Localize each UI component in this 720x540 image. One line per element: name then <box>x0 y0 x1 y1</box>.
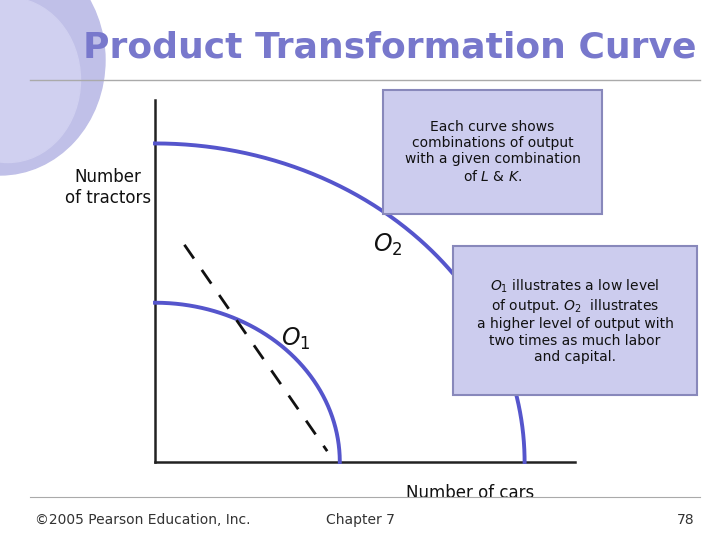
Text: Chapter 7: Chapter 7 <box>325 513 395 527</box>
Text: Number
of tractors: Number of tractors <box>65 168 151 207</box>
Text: $\mathit{O}_1$: $\mathit{O}_1$ <box>281 326 310 352</box>
Text: Product Transformation Curve: Product Transformation Curve <box>84 30 697 64</box>
Ellipse shape <box>0 0 105 175</box>
FancyBboxPatch shape <box>453 246 697 395</box>
Text: Number of cars: Number of cars <box>406 484 534 502</box>
Text: $\mathit{O}_2$: $\mathit{O}_2$ <box>374 232 403 258</box>
FancyBboxPatch shape <box>383 90 602 214</box>
Text: 78: 78 <box>678 513 695 527</box>
Text: $\mathit{O}_1$ illustrates a low level
of output. $\mathit{O}_2$  illustrates
a : $\mathit{O}_1$ illustrates a low level o… <box>477 277 673 364</box>
Text: ©2005 Pearson Education, Inc.: ©2005 Pearson Education, Inc. <box>35 513 251 527</box>
Text: Each curve shows
combinations of output
with a given combination
of $\mathit{L}$: Each curve shows combinations of output … <box>405 120 580 184</box>
Ellipse shape <box>0 0 81 163</box>
